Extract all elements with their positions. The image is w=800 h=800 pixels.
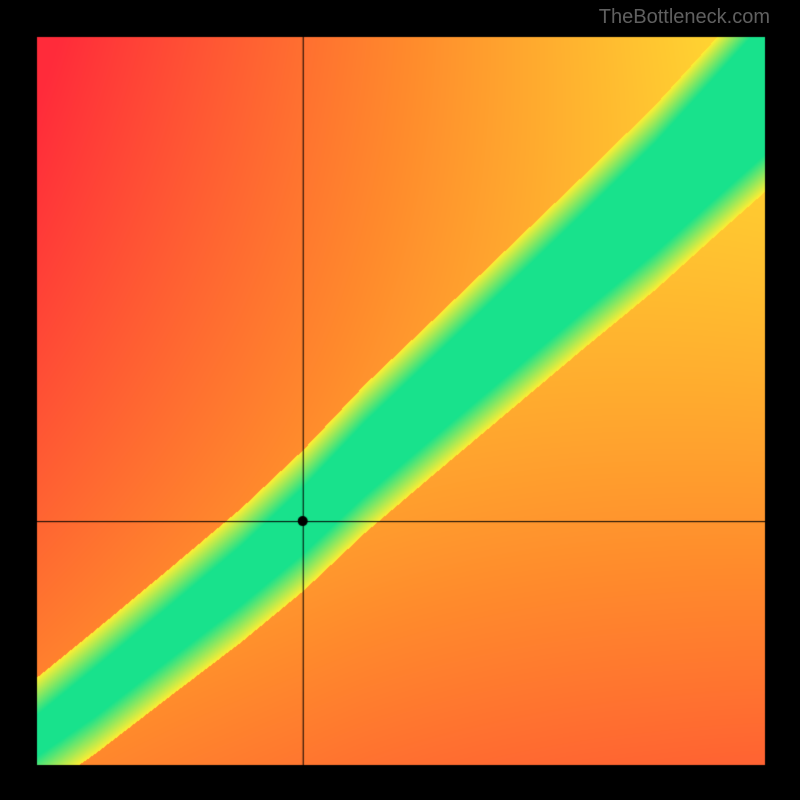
watermark-text: TheBottleneck.com bbox=[599, 6, 770, 29]
chart-container: TheBottleneck.com bbox=[0, 0, 800, 800]
bottleneck-heatmap bbox=[0, 0, 800, 800]
